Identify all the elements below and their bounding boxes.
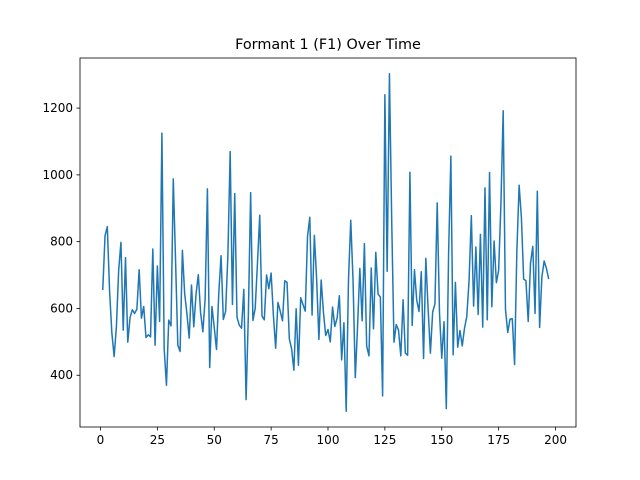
plot-area <box>102 72 550 413</box>
y-tick-label: 800 <box>50 235 73 249</box>
y-tick-label: 400 <box>50 368 73 382</box>
axes-frame <box>79 57 577 428</box>
x-tick-label: 125 <box>373 433 396 447</box>
x-tick-label: 50 <box>207 433 222 447</box>
y-axis: 400 600 800 1000 1200 <box>42 101 80 382</box>
x-tick-label: 150 <box>430 433 453 447</box>
x-tick-label: 200 <box>544 433 567 447</box>
x-tick-label: 175 <box>487 433 510 447</box>
y-tick-label: 1000 <box>42 168 73 182</box>
x-tick-label: 75 <box>263 433 278 447</box>
y-tick-label: 1200 <box>42 101 73 115</box>
series-line-f1 <box>102 72 550 413</box>
x-axis: 0 25 50 75 100 125 150 175 200 <box>97 427 567 447</box>
x-tick-label: 25 <box>150 433 165 447</box>
x-tick-label: 0 <box>97 433 105 447</box>
x-tick-label: 100 <box>317 433 340 447</box>
y-tick-label: 600 <box>50 301 73 315</box>
chart-title: Formant 1 (F1) Over Time <box>235 37 421 53</box>
